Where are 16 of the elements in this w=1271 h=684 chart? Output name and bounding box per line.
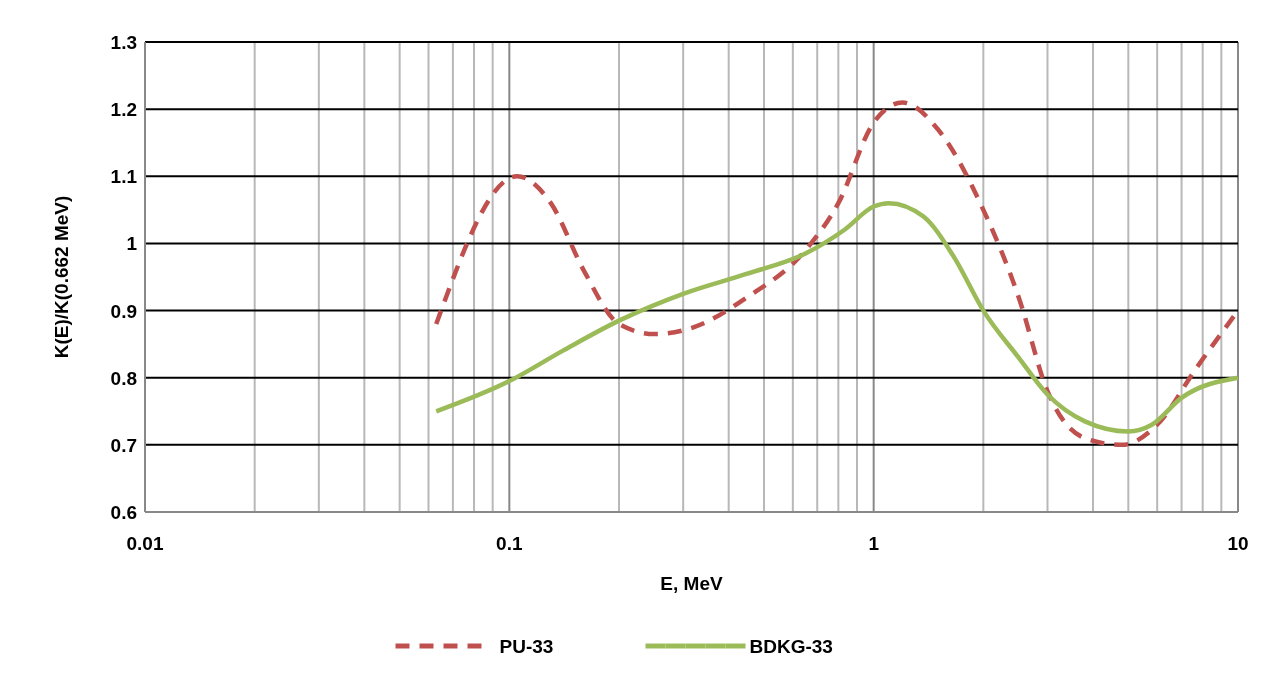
y-tick-label: 0.8 (110, 367, 137, 389)
x-axis-title: E, MeV (660, 573, 723, 594)
x-tick-label: 1 (868, 533, 880, 554)
y-tick-label: 0.6 (110, 502, 137, 523)
y-tick-label: 1.3 (110, 32, 137, 53)
y-tick-label: 1 (126, 233, 138, 255)
x-tick-label: 0.1 (496, 533, 523, 554)
x-tick-label: 10 (1227, 533, 1249, 554)
y-tick-label: 1.1 (110, 166, 138, 188)
y-axis-title: K(E)/K(0.662 MeV) (51, 195, 72, 359)
legend-label: BDKG-33 (749, 636, 833, 657)
y-tick-label: 1.2 (110, 99, 137, 121)
legend-label: PU-33 (499, 636, 554, 657)
y-tick-label: 0.7 (110, 434, 137, 456)
y-tick-label: 0.9 (110, 300, 137, 322)
x-tick-label: 0.01 (126, 533, 164, 554)
